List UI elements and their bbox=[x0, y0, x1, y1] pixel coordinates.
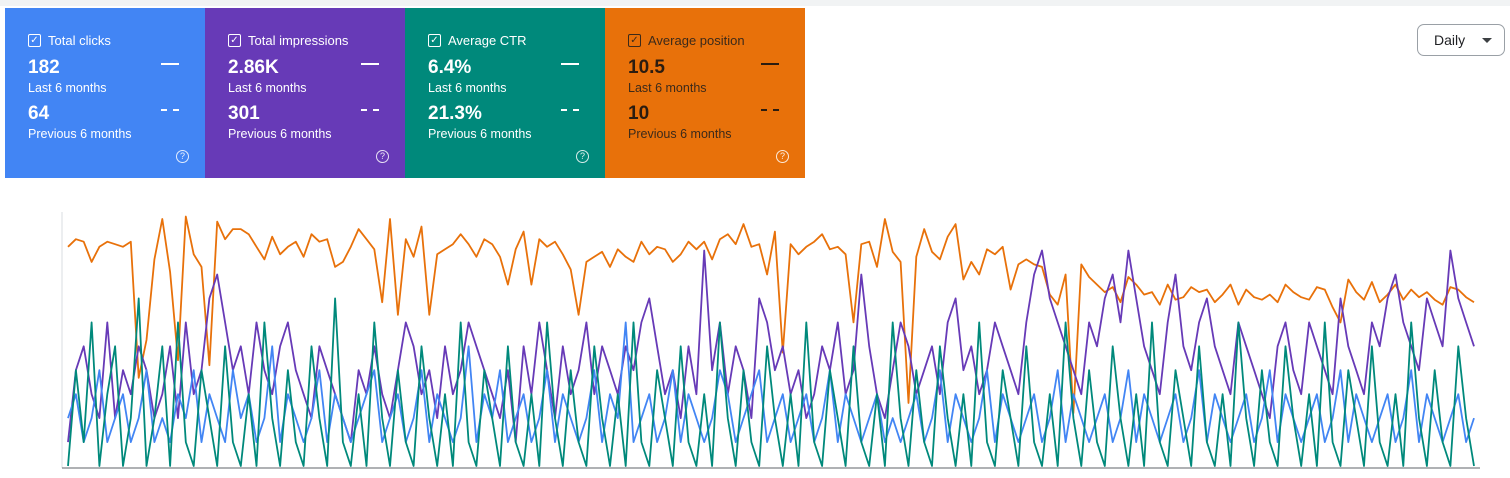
card-average-ctr[interactable]: ✓ Average CTR 6.4% Last 6 months 21.3% P… bbox=[405, 8, 605, 178]
help-icon[interactable]: ? bbox=[176, 150, 189, 163]
metric-cards: ✓ Total clicks 182 Last 6 months 64 Prev… bbox=[5, 8, 805, 178]
dashed-line-legend-icon bbox=[361, 109, 379, 111]
previous-period-label: Previous 6 months bbox=[228, 127, 332, 141]
previous-value: 64 bbox=[28, 103, 50, 124]
previous-value: 10 bbox=[628, 103, 650, 124]
solid-line-legend-icon bbox=[361, 63, 379, 65]
current-value: 2.86K bbox=[228, 57, 279, 78]
dashed-line-legend-icon bbox=[761, 109, 779, 111]
card-label: Total impressions bbox=[248, 33, 349, 48]
card-header[interactable]: ✓ Total clicks bbox=[28, 33, 111, 48]
card-label: Average position bbox=[648, 33, 745, 48]
series-layer bbox=[67, 215, 1475, 467]
help-icon[interactable]: ? bbox=[576, 150, 589, 163]
checkbox-checked-icon[interactable]: ✓ bbox=[628, 34, 641, 47]
card-header[interactable]: ✓ Total impressions bbox=[228, 33, 348, 48]
dashed-line-legend-icon bbox=[561, 109, 579, 111]
card-header[interactable]: ✓ Average position bbox=[628, 33, 745, 48]
card-label: Total clicks bbox=[48, 33, 111, 48]
help-icon[interactable]: ? bbox=[376, 150, 389, 163]
current-period-label: Last 6 months bbox=[428, 81, 507, 95]
current-value: 6.4% bbox=[428, 57, 472, 78]
solid-line-legend-icon bbox=[561, 63, 579, 65]
series-line-total-impressions bbox=[67, 249, 1475, 443]
current-value: 10.5 bbox=[628, 57, 665, 78]
period-select[interactable]: Daily bbox=[1417, 24, 1505, 56]
current-period-label: Last 6 months bbox=[28, 81, 107, 95]
solid-line-legend-icon bbox=[761, 63, 779, 65]
performance-chart bbox=[61, 212, 1480, 469]
solid-line-legend-icon bbox=[161, 63, 179, 65]
checkbox-checked-icon[interactable]: ✓ bbox=[28, 34, 41, 47]
previous-period-label: Previous 6 months bbox=[28, 127, 132, 141]
series-line-average-ctr bbox=[67, 297, 1475, 467]
card-average-position[interactable]: ✓ Average position 10.5 Last 6 months 10… bbox=[605, 8, 805, 178]
previous-period-label: Previous 6 months bbox=[428, 127, 532, 141]
top-divider bbox=[0, 0, 1510, 6]
checkbox-checked-icon[interactable]: ✓ bbox=[428, 34, 441, 47]
card-label: Average CTR bbox=[448, 33, 527, 48]
card-total-clicks[interactable]: ✓ Total clicks 182 Last 6 months 64 Prev… bbox=[5, 8, 205, 178]
series-line-average-position bbox=[67, 215, 1475, 414]
dashed-line-legend-icon bbox=[161, 109, 179, 111]
previous-value: 21.3% bbox=[428, 103, 482, 124]
series-line-total-clicks bbox=[67, 321, 1475, 443]
current-period-label: Last 6 months bbox=[628, 81, 707, 95]
current-period-label: Last 6 months bbox=[228, 81, 307, 95]
help-icon[interactable]: ? bbox=[776, 150, 789, 163]
previous-period-label: Previous 6 months bbox=[628, 127, 732, 141]
checkbox-checked-icon[interactable]: ✓ bbox=[228, 34, 241, 47]
chevron-down-icon bbox=[1482, 38, 1492, 43]
card-header[interactable]: ✓ Average CTR bbox=[428, 33, 527, 48]
current-value: 182 bbox=[28, 57, 60, 78]
previous-value: 301 bbox=[228, 103, 260, 124]
period-select-value: Daily bbox=[1434, 32, 1466, 48]
card-total-impressions[interactable]: ✓ Total impressions 2.86K Last 6 months … bbox=[205, 8, 405, 178]
